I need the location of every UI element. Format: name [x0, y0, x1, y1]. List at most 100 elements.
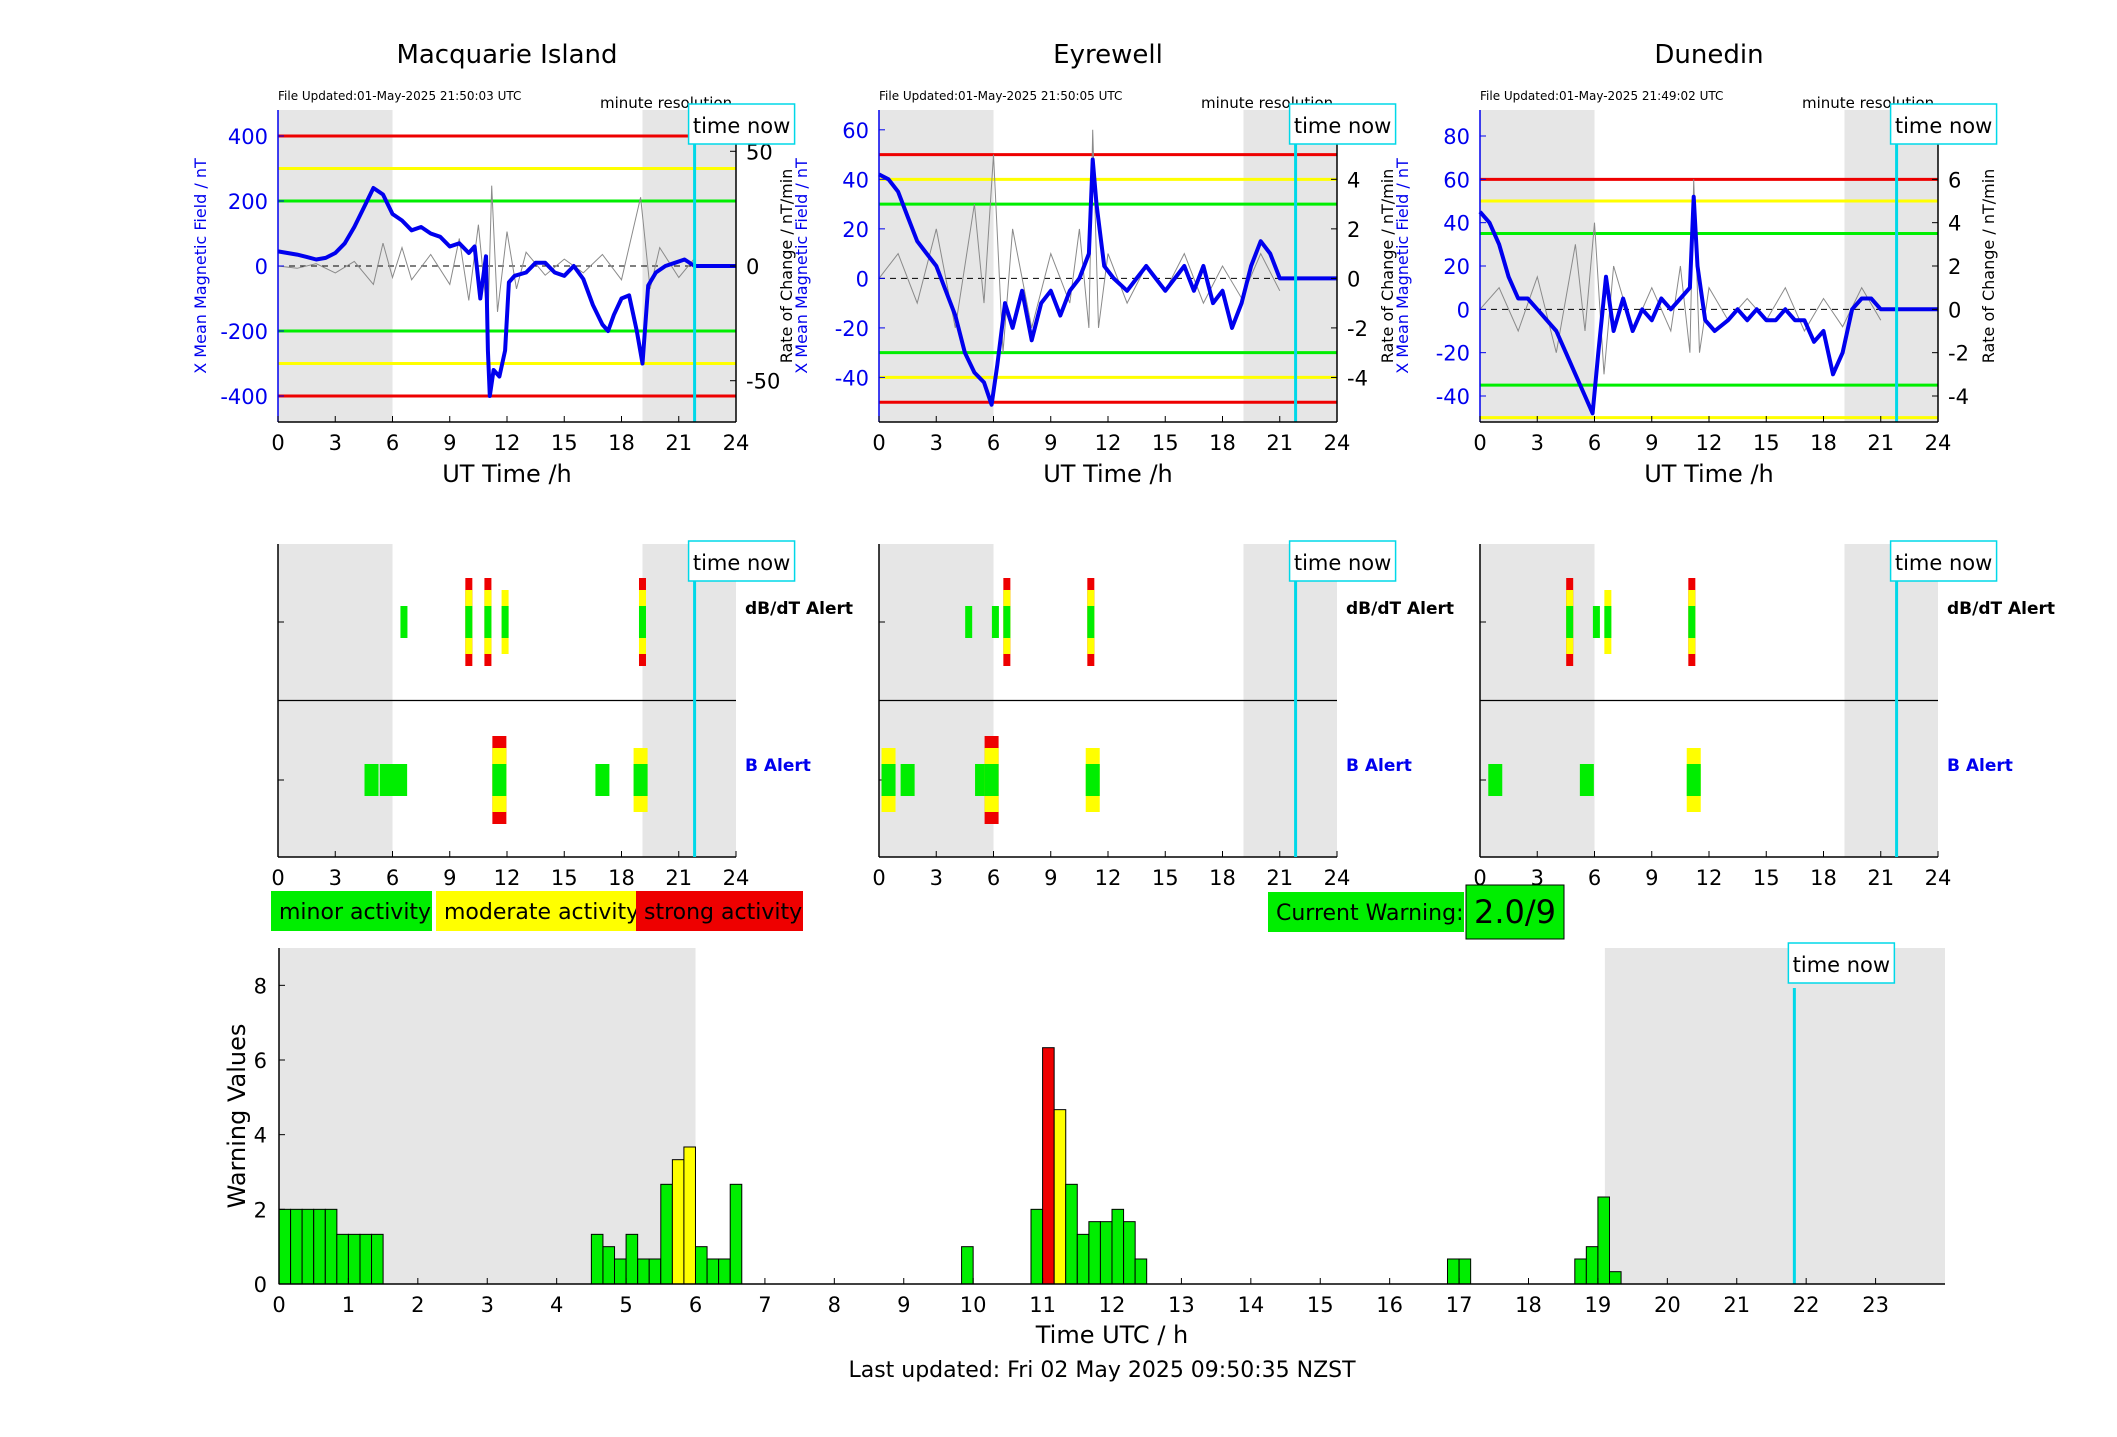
warning-bar [625, 1233, 639, 1285]
dbdt-alert-label: dB/dT Alert [1346, 599, 1454, 619]
x-tick-label: 24 [1324, 866, 1351, 890]
dbdt-alert-bar [1604, 590, 1612, 654]
x-tick-label: 6 [987, 866, 1000, 890]
dbdt-alert-bar [965, 606, 973, 638]
x-tick-label: 3 [930, 431, 943, 455]
b-alert-bar [492, 736, 507, 824]
last-updated: Last updated: Fri 02 May 2025 09:50:35 N… [848, 1358, 1356, 1383]
x-tick-label: 11 [1029, 1293, 1056, 1317]
x-tick-label: 5 [619, 1293, 632, 1317]
x-tick-label: 6 [987, 431, 1000, 455]
right-y-tick-label: -2 [1948, 342, 1969, 366]
x-axis-label: UT Time /h [1043, 460, 1173, 488]
station-title: Dunedin [1654, 40, 1763, 70]
x-tick-label: 24 [1925, 866, 1952, 890]
x-tick-label: 21 [1266, 431, 1293, 455]
warning-bar [613, 1258, 627, 1285]
b-alert-bar-green [393, 764, 408, 796]
legend-strong-label: strong activity [644, 900, 802, 925]
x-tick-label: 2 [411, 1293, 424, 1317]
b-alert-bar-green [1085, 764, 1100, 796]
x-tick-label: 9 [1044, 866, 1057, 890]
x-tick-label: 19 [1585, 1293, 1612, 1317]
left-y-axis-label: X Mean Magnetic Field / nT [1393, 158, 1412, 374]
b-alert-bar-green [1686, 764, 1701, 796]
x-tick-label: 24 [723, 431, 750, 455]
x-tick-label: 9 [897, 1293, 910, 1317]
file-updated-text: File Updated:01-May-2025 21:49:02 UTC [1480, 89, 1723, 103]
warning-bar [671, 1159, 685, 1285]
x-tick-label: 0 [271, 431, 284, 455]
warning-bar [695, 1246, 708, 1285]
x-tick-label: 12 [494, 431, 521, 455]
file-updated-text: File Updated:01-May-2025 21:50:05 UTC [879, 89, 1122, 103]
warning-bar [1030, 1208, 1044, 1285]
left-y-tick-label: 0 [1457, 298, 1470, 322]
right-y-tick-label: 4 [1948, 212, 1961, 236]
x-tick-label: 18 [1515, 1293, 1542, 1317]
x-tick-label: 18 [1810, 866, 1837, 890]
right-y-tick-label: -50 [746, 370, 780, 394]
time-now-label: time now [1895, 114, 1992, 138]
b-alert-bar [393, 764, 408, 796]
current-warning-label-box [1268, 892, 1464, 932]
warning-bar [1134, 1258, 1148, 1285]
y-tick-label: 6 [254, 1049, 267, 1073]
left-y-tick-label: -40 [835, 366, 869, 390]
current-warning-value: 2.0/9 [1474, 893, 1556, 931]
dbdt-alert-bar-green [501, 606, 509, 638]
night-shading [279, 948, 696, 1284]
time-now-label: time now [693, 551, 790, 575]
dbdt-alert-bar [1688, 578, 1696, 666]
x-tick-label: 14 [1237, 1293, 1264, 1317]
warning-bar [648, 1258, 662, 1285]
x-tick-label: 21 [1266, 866, 1293, 890]
file-updated-text: File Updated:01-May-2025 21:50:03 UTC [278, 89, 521, 103]
y-axis-label: Warning Values [223, 1024, 251, 1209]
magnetic-field-series [878, 157, 1337, 407]
right-y-tick-label: 0 [1948, 298, 1961, 322]
x-tick-label: 17 [1446, 1293, 1473, 1317]
b-alert-bar [1579, 764, 1594, 796]
dbdt-alert-bar [501, 590, 509, 654]
time-now-label: time now [693, 114, 790, 138]
x-tick-label: 18 [1810, 431, 1837, 455]
warning-bar [1585, 1246, 1599, 1285]
y-tick-label: 4 [254, 1124, 267, 1148]
dbdt-alert-label: dB/dT Alert [745, 599, 853, 619]
dbdt-alert-bar [638, 578, 646, 666]
dbdt-alert-bar-green [1688, 606, 1696, 638]
x-tick-label: 15 [1753, 431, 1780, 455]
warning-bar [590, 1233, 604, 1285]
legend-minor-swatch [271, 891, 432, 931]
x-tick-label: 23 [1862, 1293, 1889, 1317]
b-alert-bar [984, 736, 999, 824]
dbdt-alert-bar [1566, 578, 1574, 666]
dbdt-alert-bar-green [1003, 606, 1011, 638]
warning-bar [1123, 1221, 1136, 1285]
warning-bar [1053, 1109, 1067, 1285]
x-tick-label: 9 [443, 431, 456, 455]
x-tick-label: 8 [828, 1293, 841, 1317]
x-tick-label: 6 [386, 431, 399, 455]
left-y-tick-label: 40 [842, 168, 869, 192]
dbdt-alert-bar-green [484, 606, 492, 638]
x-tick-label: 15 [1152, 431, 1179, 455]
dbdt-alert-label: dB/dT Alert [1947, 599, 2055, 619]
x-tick-label: 0 [872, 866, 885, 890]
warning-bar [729, 1183, 743, 1285]
left-y-tick-label: 400 [228, 125, 268, 149]
dbdt-alert-bar-green [1592, 606, 1600, 638]
magnetic-field-series [277, 186, 736, 398]
warning-bar [290, 1208, 303, 1285]
x-tick-label: 24 [1324, 431, 1351, 455]
dbdt-alert-bar [400, 606, 408, 638]
dbdt-alert-bar-green [638, 606, 646, 638]
warning-bar [602, 1246, 616, 1285]
b-alert-bar [1686, 748, 1701, 812]
x-tick-label: 20 [1654, 1293, 1681, 1317]
x-tick-label: 18 [1209, 866, 1236, 890]
